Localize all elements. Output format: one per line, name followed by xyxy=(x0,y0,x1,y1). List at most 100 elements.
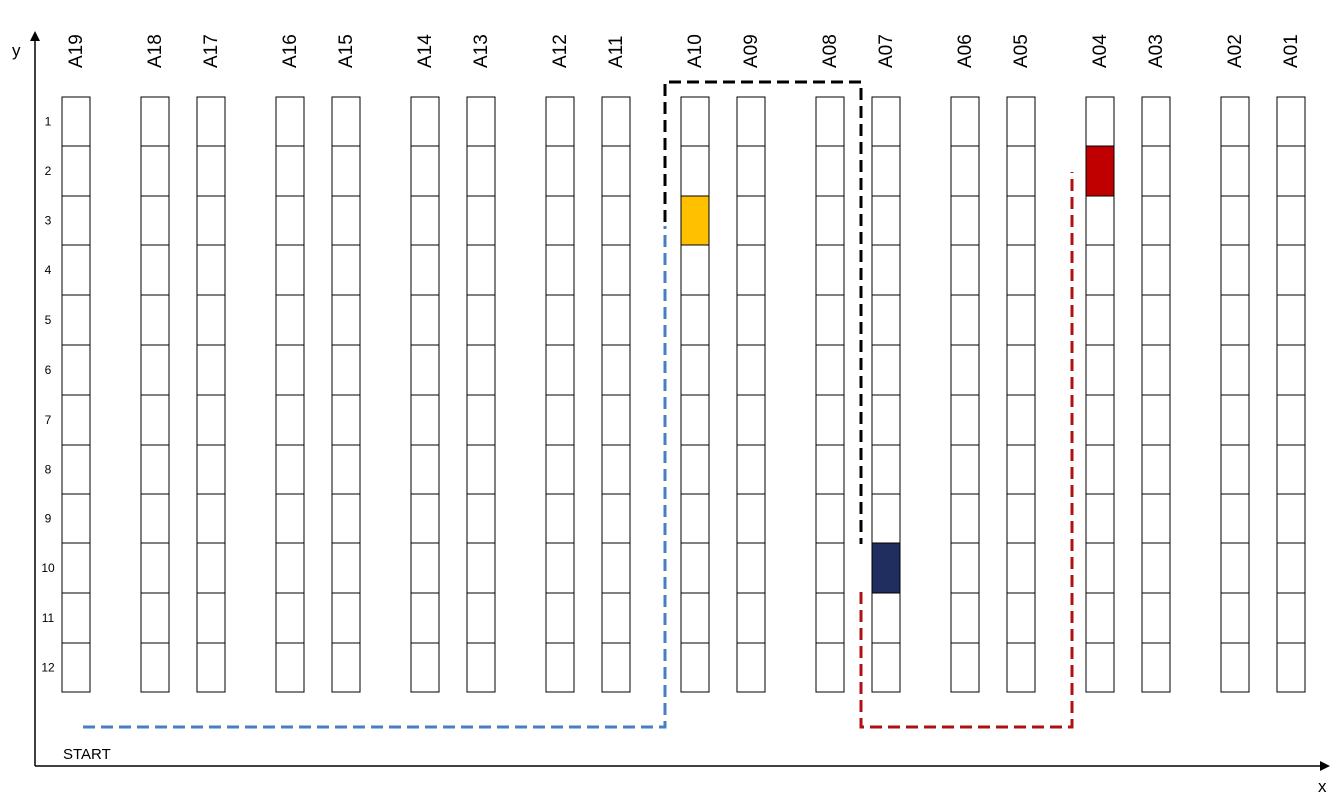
storage-cell xyxy=(466,394,496,446)
storage-cell xyxy=(815,344,845,396)
storage-cell xyxy=(1006,294,1036,346)
storage-cell xyxy=(1220,493,1250,544)
y-axis-label: y xyxy=(12,41,21,60)
storage-cell xyxy=(1141,96,1171,147)
storage-cell xyxy=(871,493,901,544)
storage-cell xyxy=(410,493,440,544)
storage-cell xyxy=(1141,642,1171,693)
storage-cell xyxy=(1141,394,1171,446)
storage-cell xyxy=(736,444,766,495)
storage-cell xyxy=(196,96,226,147)
storage-cell xyxy=(1085,642,1115,693)
storage-cell xyxy=(61,195,91,246)
storage-cell xyxy=(275,642,305,693)
aisle-label-a16: A16 xyxy=(280,34,301,68)
storage-cell xyxy=(410,542,440,594)
storage-cell xyxy=(410,294,440,346)
start-label: START xyxy=(63,746,111,763)
storage-cell xyxy=(815,195,845,246)
storage-cell xyxy=(466,195,496,246)
storage-cell xyxy=(1141,195,1171,246)
storage-cell xyxy=(601,493,631,544)
storage-cell xyxy=(61,444,91,495)
storage-cell xyxy=(545,344,575,396)
row-label-12: 12 xyxy=(41,661,55,675)
storage-cell xyxy=(196,542,226,594)
storage-cell xyxy=(950,642,980,693)
row-label-7: 7 xyxy=(45,413,52,427)
storage-cell xyxy=(331,642,361,693)
aisle-label-a01: A01 xyxy=(1281,34,1302,68)
storage-cell xyxy=(736,244,766,296)
storage-cell xyxy=(736,542,766,594)
storage-cell xyxy=(545,294,575,346)
storage-cell xyxy=(736,145,766,197)
storage-cell xyxy=(1141,444,1171,495)
storage-cell xyxy=(545,493,575,544)
storage-cell xyxy=(196,344,226,396)
aisle-label-a19: A19 xyxy=(66,34,87,68)
storage-cell xyxy=(410,444,440,495)
storage-cell xyxy=(1276,493,1306,544)
storage-cell xyxy=(1006,344,1036,396)
storage-cell xyxy=(871,294,901,346)
highlighted-cell-a10-row-3 xyxy=(680,195,710,246)
storage-cell xyxy=(61,244,91,296)
storage-cell xyxy=(1220,96,1250,147)
storage-cell xyxy=(1006,244,1036,296)
storage-cell xyxy=(1276,394,1306,446)
storage-cell xyxy=(601,444,631,495)
storage-cell xyxy=(466,493,496,544)
storage-cell xyxy=(871,145,901,197)
storage-cell xyxy=(736,394,766,446)
storage-cell xyxy=(140,493,170,544)
storage-cell xyxy=(140,592,170,644)
storage-cell xyxy=(410,344,440,396)
storage-cell xyxy=(410,195,440,246)
storage-cell xyxy=(950,394,980,446)
aisle-label-a14: A14 xyxy=(415,34,436,68)
storage-cell xyxy=(466,145,496,197)
storage-cell xyxy=(601,195,631,246)
storage-cell xyxy=(410,642,440,693)
storage-cell xyxy=(1220,344,1250,396)
storage-cell xyxy=(140,244,170,296)
storage-cell xyxy=(275,542,305,594)
aisle-label-a18: A18 xyxy=(145,34,166,68)
x-axis-label: x xyxy=(1318,777,1327,796)
storage-cell xyxy=(275,294,305,346)
storage-cell xyxy=(196,195,226,246)
storage-cell xyxy=(331,444,361,495)
storage-cell xyxy=(1220,244,1250,296)
storage-cell xyxy=(1220,394,1250,446)
storage-cell xyxy=(196,244,226,296)
storage-cell xyxy=(601,294,631,346)
storage-cell xyxy=(680,394,710,446)
storage-cell xyxy=(1220,145,1250,197)
storage-cell xyxy=(466,244,496,296)
storage-cell xyxy=(1276,542,1306,594)
aisle-label-a03: A03 xyxy=(1146,34,1167,68)
row-label-11: 11 xyxy=(42,611,55,625)
storage-cell xyxy=(871,96,901,147)
storage-cell xyxy=(601,96,631,147)
red-path xyxy=(859,172,1074,729)
storage-cell xyxy=(466,344,496,396)
storage-cell xyxy=(140,294,170,346)
storage-cell xyxy=(1006,145,1036,197)
storage-cell xyxy=(545,195,575,246)
black-path xyxy=(663,80,863,544)
aisle-labels: A19 A18 A17 A16 A15 A14 A13 A12 A11 A10 A09 A08 A07 A… xyxy=(66,34,1302,68)
storage-cell xyxy=(1006,444,1036,495)
storage-cell xyxy=(815,493,845,544)
storage-cell xyxy=(196,394,226,446)
storage-cell xyxy=(1006,642,1036,693)
storage-cell xyxy=(275,344,305,396)
storage-cell xyxy=(140,96,170,147)
storage-cell xyxy=(331,195,361,246)
storage-cell xyxy=(950,244,980,296)
storage-cell xyxy=(950,592,980,644)
storage-cell xyxy=(331,244,361,296)
storage-cell xyxy=(680,493,710,544)
